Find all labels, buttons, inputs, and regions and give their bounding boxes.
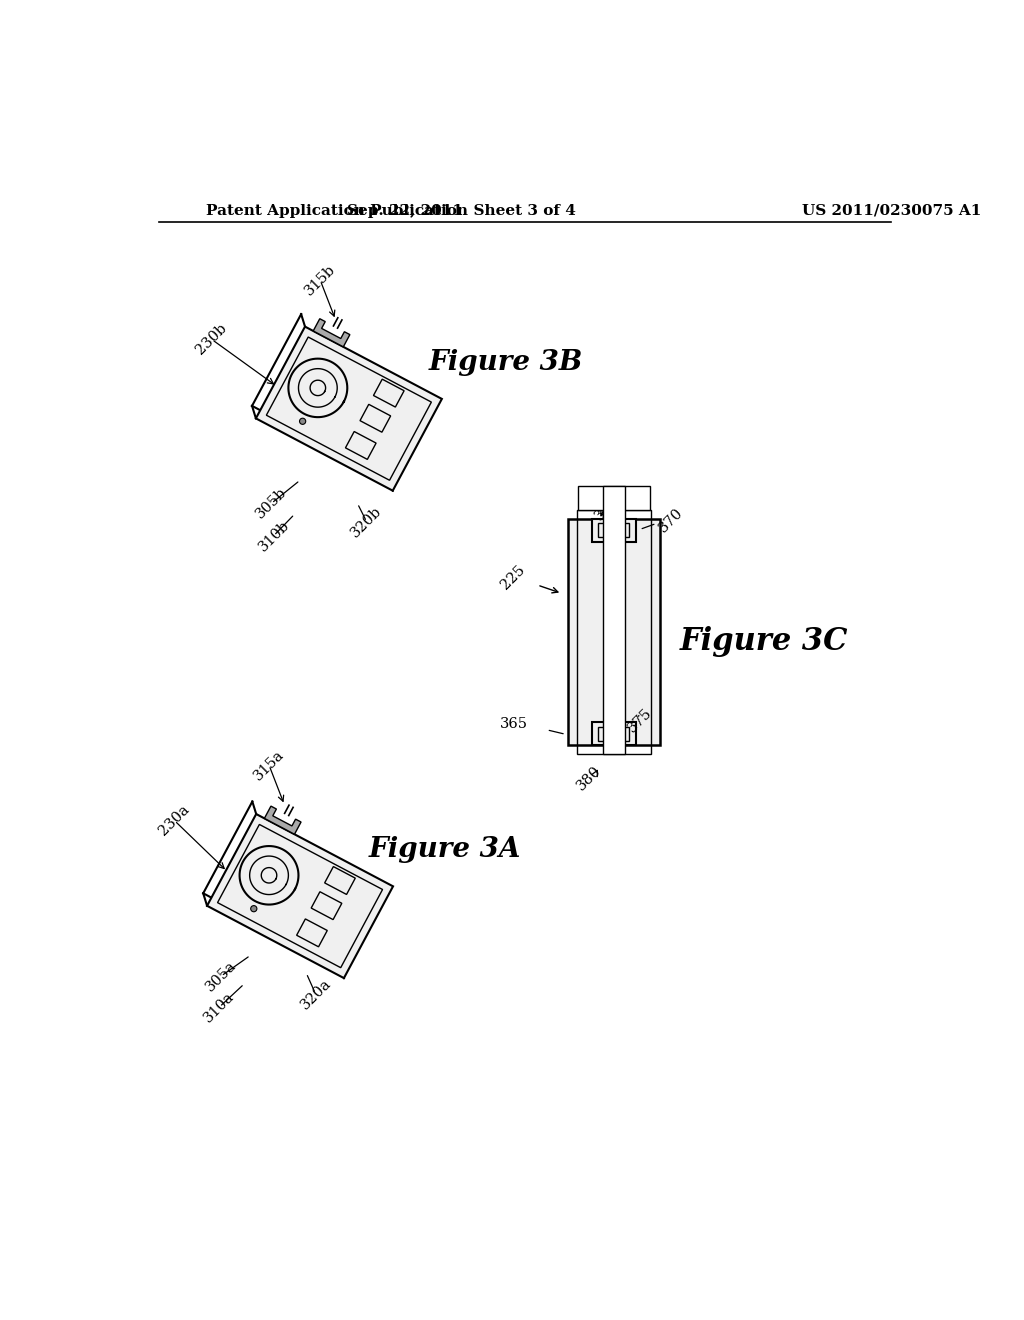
Bar: [603, 486, 625, 755]
Bar: [568, 519, 659, 744]
Bar: [578, 486, 650, 511]
Text: 315b: 315b: [302, 263, 338, 298]
Polygon shape: [256, 326, 442, 491]
Polygon shape: [264, 807, 301, 834]
Text: 370: 370: [655, 506, 685, 535]
Text: 310b: 310b: [256, 517, 292, 554]
Text: 305a: 305a: [203, 958, 239, 994]
Text: 320b: 320b: [348, 504, 385, 540]
Text: 320a: 320a: [298, 975, 334, 1012]
Text: Figure 3C: Figure 3C: [680, 627, 848, 657]
Circle shape: [251, 906, 257, 912]
Text: Figure 3A: Figure 3A: [369, 837, 520, 863]
Text: 375: 375: [625, 706, 654, 735]
Polygon shape: [313, 318, 350, 347]
Text: 380: 380: [574, 763, 604, 793]
Circle shape: [299, 418, 306, 424]
Text: 230b: 230b: [194, 321, 229, 358]
Text: 310a: 310a: [202, 989, 238, 1024]
Text: Figure 3B: Figure 3B: [429, 348, 583, 376]
Text: 315a: 315a: [251, 747, 287, 783]
Text: US 2011/0230075 A1: US 2011/0230075 A1: [802, 203, 982, 218]
Text: 305b: 305b: [253, 486, 290, 521]
Bar: [598, 523, 630, 537]
Bar: [592, 722, 636, 744]
Text: Patent Application Publication: Patent Application Publication: [206, 203, 468, 218]
Bar: [598, 726, 630, 741]
Text: Sep. 22, 2011  Sheet 3 of 4: Sep. 22, 2011 Sheet 3 of 4: [347, 203, 575, 218]
Text: 225: 225: [499, 562, 528, 593]
Polygon shape: [207, 814, 393, 978]
Bar: [577, 511, 651, 754]
Text: 230a: 230a: [157, 803, 193, 838]
Text: 370a: 370a: [592, 487, 628, 523]
Text: 365: 365: [500, 717, 528, 731]
Bar: [592, 519, 636, 543]
